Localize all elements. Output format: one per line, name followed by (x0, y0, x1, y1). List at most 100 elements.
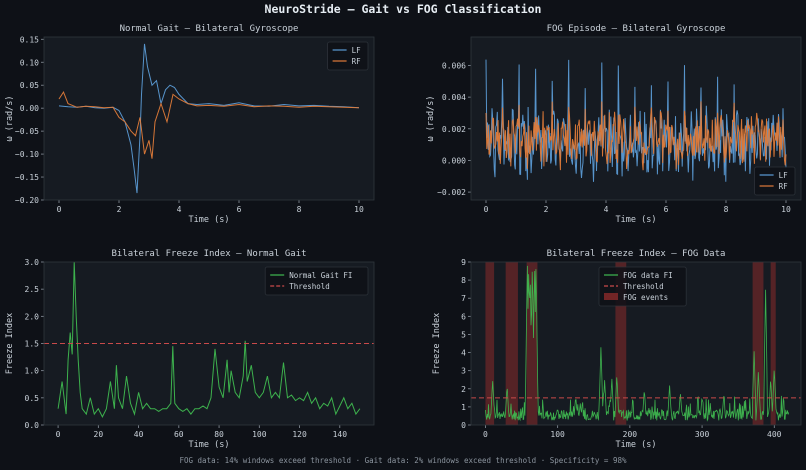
y-tick-label: 0.0 (25, 421, 40, 430)
y-tick-label: 2.5 (25, 285, 40, 294)
fog-event-span (752, 262, 764, 425)
y-tick-label: 8 (461, 276, 466, 285)
plot-frame (470, 36, 802, 201)
y-axis-label: ω (rad/s) (5, 95, 15, 141)
legend-label: LF (352, 46, 362, 55)
chart-panel-br: Bilateral Freeze Index — FOG Data Time (s… (432, 249, 802, 450)
y-tick-label: 0.10 (20, 58, 39, 67)
y-tick-label: 1.5 (25, 340, 40, 349)
legend-box (754, 166, 796, 196)
x-tick-label: 60 (174, 430, 184, 439)
fog-event-span (485, 262, 495, 425)
y-tick-label: 5 (461, 330, 466, 339)
plot-area (44, 37, 374, 200)
plot-frame (470, 261, 802, 426)
chart-title: Bilateral Freeze Index — Normal Gait (111, 249, 306, 259)
fog-event-span (505, 262, 518, 425)
x-tick-label: 0 (484, 205, 489, 214)
y-tick-label: 0.004 (442, 93, 466, 102)
legend: FOG data FI Threshold FOG events (598, 266, 687, 307)
x-tick-label: 20 (94, 430, 104, 439)
y-tick-label: −0.10 (15, 150, 39, 159)
x-tick-label: 120 (292, 430, 307, 439)
y-tick-label: 0 (461, 421, 466, 430)
legend: LF RF (754, 166, 796, 196)
legend: LF RF (327, 41, 369, 71)
x-tick-label: 0 (57, 205, 62, 214)
figure-footer: FOG data: 14% windows exceed threshold ·… (179, 456, 627, 465)
x-tick-label: 100 (550, 430, 565, 439)
y-tick-label: 3.0 (25, 258, 40, 267)
series-line-lf (485, 59, 787, 182)
plot-content (44, 262, 374, 419)
x-tick-label: 10 (354, 205, 364, 214)
plot-content (485, 59, 787, 182)
y-tick-label: 6 (461, 312, 466, 321)
x-tick-label: 100 (252, 430, 267, 439)
y-tick-label: 0.15 (20, 35, 39, 44)
fog-event-span (526, 262, 538, 425)
fog-event-span (770, 262, 776, 425)
plot-frame (43, 261, 375, 426)
legend-label: FOG events (623, 293, 668, 302)
plot-frame (43, 36, 375, 201)
y-tick-label: 9 (461, 258, 466, 267)
x-tick-label: 8 (297, 205, 302, 214)
y-tick-label: 0.00 (20, 104, 39, 113)
y-axis-label: Freeze Index (5, 313, 15, 374)
y-tick-label: −0.15 (15, 173, 39, 182)
series-line-fog-data-fi (485, 265, 790, 422)
y-tick-label: 0.5 (25, 394, 40, 403)
y-tick-label: 0.05 (20, 81, 39, 90)
y-axis-label: Freeze Index (432, 313, 442, 374)
x-tick-label: 0 (483, 430, 488, 439)
x-tick-label: 200 (623, 430, 638, 439)
y-tick-label: 0.002 (442, 125, 466, 134)
chart-panel-bl: Bilateral Freeze Index — Normal Gait Time… (5, 249, 375, 450)
y-tick-label: 7 (461, 294, 466, 303)
legend-label: Normal Gait FI (289, 271, 352, 280)
fog-event-span (615, 262, 627, 425)
plot-content (58, 43, 360, 194)
x-tick-label: 2 (544, 205, 549, 214)
x-tick-label: 4 (604, 205, 609, 214)
x-tick-label: 2 (117, 205, 122, 214)
y-tick-label: 1 (461, 403, 466, 412)
legend-label: RF (352, 57, 362, 66)
legend-box (264, 266, 369, 296)
chart-title: Normal Gait — Bilateral Gyroscope (120, 24, 299, 34)
y-axis-label: ω (rad/s) (426, 95, 436, 141)
chart-panel-tl: Normal Gait — Bilateral Gyroscope Time (s… (5, 24, 375, 225)
series-line-rf (485, 101, 787, 171)
x-tick-label: 300 (695, 430, 710, 439)
x-tick-label: 6 (237, 205, 242, 214)
x-axis-label: Time (s) (616, 440, 657, 450)
legend-label: RF (779, 182, 789, 191)
legend-label: Threshold (623, 282, 664, 291)
legend: Normal Gait FI Threshold (264, 266, 369, 296)
x-axis-label: Time (s) (189, 215, 230, 225)
x-tick-label: 400 (767, 430, 782, 439)
plot-area (471, 37, 801, 200)
y-tick-label: 3 (461, 367, 466, 376)
chart-title: FOG Episode — Bilateral Gyroscope (547, 24, 726, 34)
x-tick-label: 8 (724, 205, 729, 214)
y-tick-label: −0.20 (15, 196, 39, 205)
y-tick-label: 4 (461, 349, 466, 358)
y-tick-label: 0.006 (442, 61, 466, 70)
x-tick-label: 6 (664, 205, 669, 214)
legend-box (598, 266, 687, 307)
series-line-normal-gait-fi (57, 262, 361, 419)
y-tick-label: 2.0 (25, 312, 40, 321)
x-axis-label: Time (s) (189, 440, 230, 450)
chart-title: Bilateral Freeze Index — FOG Data (547, 249, 726, 259)
y-tick-label: 1.0 (25, 367, 40, 376)
legend-label: FOG data FI (623, 271, 673, 280)
x-tick-label: 40 (134, 430, 144, 439)
y-tick-label: 2 (461, 385, 466, 394)
y-tick-label: −0.05 (15, 127, 39, 136)
x-axis-label: Time (s) (616, 215, 657, 225)
series-line-rf (58, 91, 360, 159)
legend-swatch (604, 293, 618, 300)
